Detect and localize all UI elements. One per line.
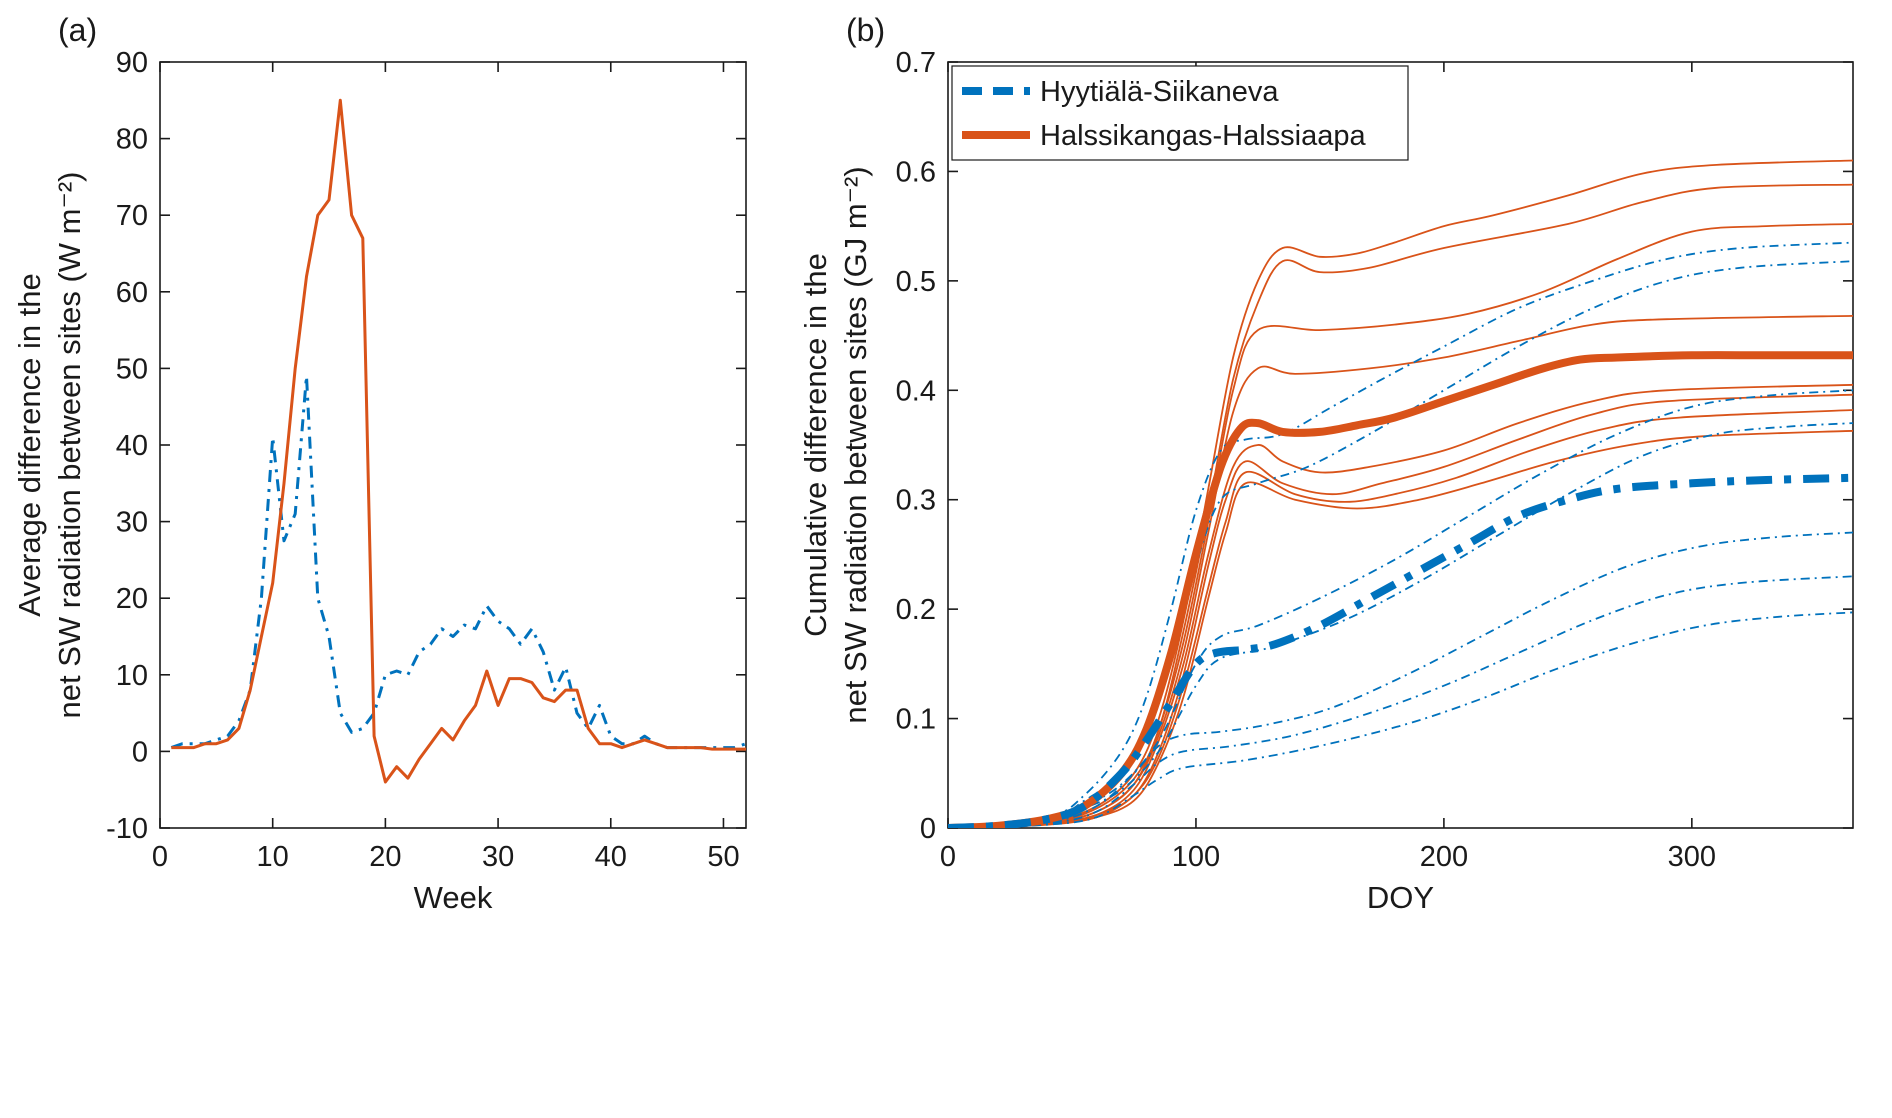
y-tick-label: 40 <box>116 430 148 462</box>
y-axis-label-line-2: net SW radiation between sites (W m⁻²) <box>52 172 87 719</box>
x-axis-label: Week <box>414 880 493 915</box>
series-hyytiala-year-4 <box>948 422 1853 828</box>
y-tick-label: 0.5 <box>896 266 936 298</box>
series-halssi-year-6 <box>948 393 1853 828</box>
series-hyytiala-siikaneva-weekly <box>170 374 746 750</box>
x-tick-label: 0 <box>940 841 956 873</box>
y-axis-label-line-2: net SW radiation between sites (GJ m⁻²) <box>838 166 873 723</box>
x-tick-label: 100 <box>1172 841 1220 873</box>
x-tick-label: 200 <box>1420 841 1468 873</box>
series-halssi-year-8 <box>948 429 1853 828</box>
legend-label: Hyytiälä-Siikaneva <box>1040 76 1279 108</box>
series-hyytiala-year-1 <box>948 241 1853 828</box>
series-halssi-year-5 <box>948 383 1853 828</box>
panel-a-label: (a) <box>58 12 98 48</box>
y-tick-label: 0 <box>920 813 936 845</box>
series-hyytiala-year-2 <box>948 260 1853 828</box>
y-tick-label: 60 <box>116 277 148 309</box>
panel-b: 0 100 200 300 0 0.1 0.2 0.3 0.4 0.5 0.6 0.7 DOY Cumul… <box>798 47 1854 915</box>
x-tick-label: 30 <box>482 841 514 873</box>
y-tick-label: 50 <box>116 353 148 385</box>
series-hyytiala-year-3 <box>948 389 1853 828</box>
y-tick-label: 0 <box>132 736 148 768</box>
y-tick-label: 30 <box>116 507 148 539</box>
legend-box <box>951 65 1409 161</box>
axes-box <box>947 61 1854 829</box>
y-tick-label: 90 <box>116 47 148 79</box>
x-tick-label: 20 <box>369 841 401 873</box>
series-hyytiala-year-7 <box>948 611 1853 828</box>
series-halssi-year-3 <box>948 223 1853 828</box>
y-tick-label: -10 <box>106 813 148 845</box>
y-tick-label: 10 <box>116 660 148 692</box>
axes-box <box>159 61 747 829</box>
series-group <box>948 159 1853 828</box>
panel-b-label: (b) <box>846 12 886 48</box>
y-tick-label: 70 <box>116 200 148 232</box>
y-tick-label: 0.1 <box>896 704 936 736</box>
y-tick-label: 0.7 <box>896 47 936 79</box>
x-tick-label: 50 <box>707 841 739 873</box>
x-axis-label: DOY <box>1367 880 1434 915</box>
series-hyytiala-year-5 <box>948 531 1853 828</box>
y-tick-label: 80 <box>116 124 148 156</box>
series-halssi-year-1 <box>948 159 1853 828</box>
series-group <box>170 98 746 784</box>
series-hyytiala-siikaneva-mean <box>948 473 1853 828</box>
series-hyytiala-year-6 <box>948 575 1853 828</box>
y-axis-label-line-1: Cumulative difference in the <box>798 253 833 637</box>
y-tick-label: 0.3 <box>896 485 936 517</box>
x-tick-label: 40 <box>595 841 627 873</box>
series-halssikangas-halssiaapa-weekly <box>171 98 746 784</box>
x-tick-label: 300 <box>1668 841 1716 873</box>
series-halssi-year-7 <box>948 409 1853 828</box>
x-tick-label: 0 <box>152 841 168 873</box>
panel-a: 0 10 20 30 40 50-100102030405060708090WeekAve… <box>12 47 747 915</box>
y-tick-label: 0.4 <box>896 375 936 407</box>
y-tick-label: 0.6 <box>896 156 936 188</box>
y-tick-label: 20 <box>116 583 148 615</box>
y-axis-label-line-1: Average difference in the <box>12 273 47 617</box>
legend-label: Halssikangas-Halssiaapa <box>1040 120 1366 152</box>
y-tick-label: 0.2 <box>896 594 936 626</box>
x-tick-label: 10 <box>257 841 289 873</box>
series-halssi-year-2 <box>948 183 1853 828</box>
series-halssi-year-4 <box>948 315 1853 828</box>
